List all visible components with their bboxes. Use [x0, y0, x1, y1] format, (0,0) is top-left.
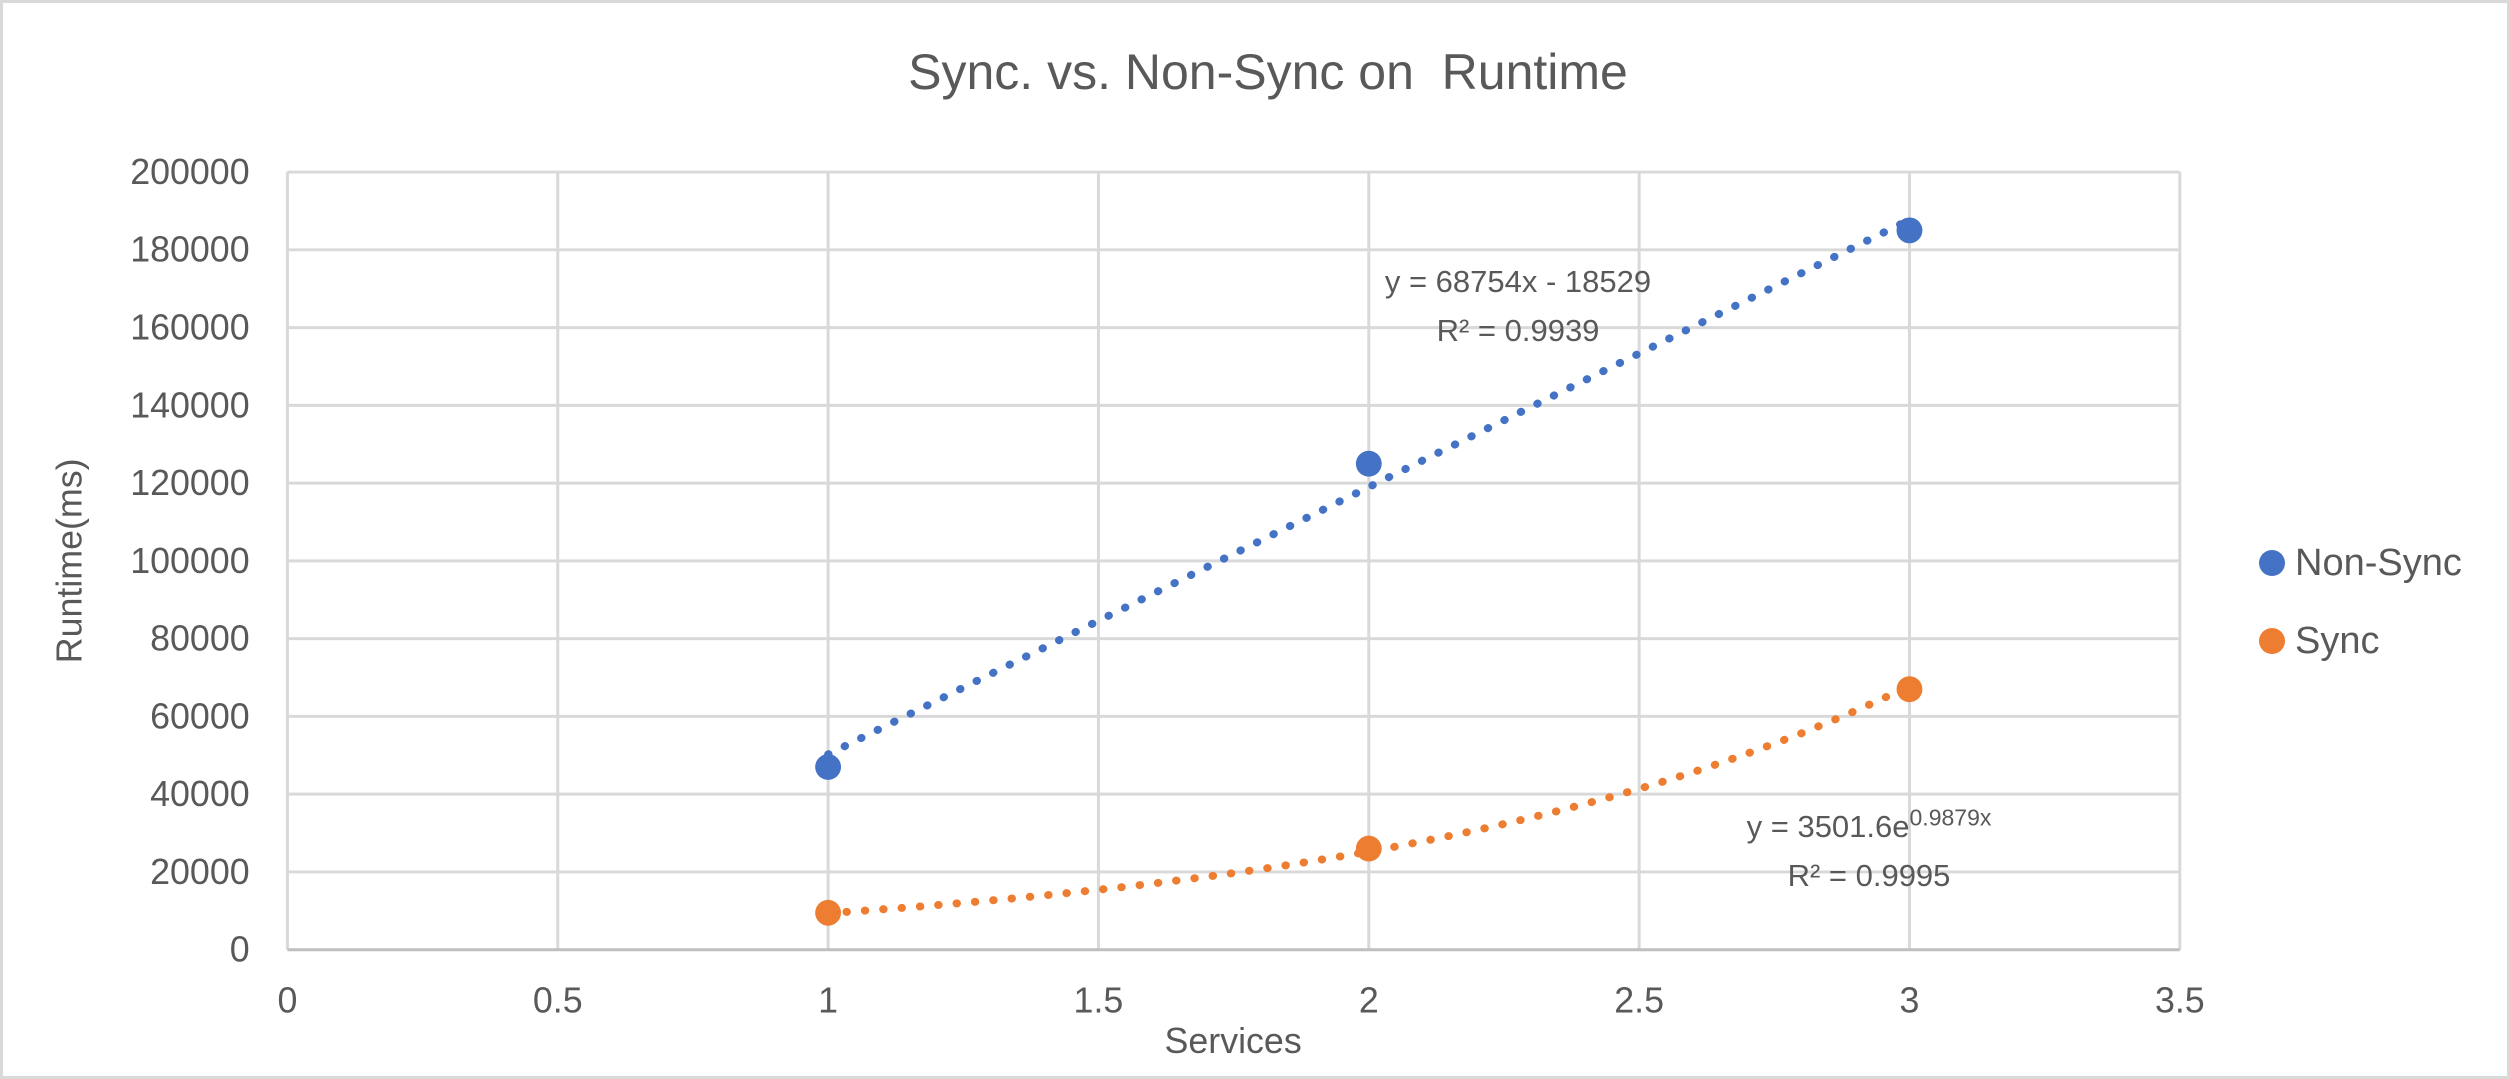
y-tick-label: 120000 [130, 463, 249, 503]
x-tick-label: 3 [1900, 980, 1920, 1020]
y-tick-label: 160000 [130, 308, 249, 348]
x-tick-label: 0 [277, 980, 297, 1020]
data-point-sync[interactable] [815, 899, 842, 926]
data-point-non-sync[interactable] [1355, 450, 1382, 477]
data-point-non-sync[interactable] [815, 754, 842, 780]
x-axis-title: Services [1165, 1021, 1302, 1061]
trendline-r2-nonsync: R² = 0.9939 [1436, 313, 1600, 348]
x-tick-label: 1 [818, 980, 838, 1020]
x-tick-label: 1.5 [1074, 980, 1124, 1020]
x-tick-label: 2 [1359, 980, 1379, 1020]
legend: Non-Sync Sync [2259, 537, 2462, 667]
trendline-r2-sync: R² = 0.9995 [1787, 858, 1951, 893]
legend-label-nonsync: Non-Sync [2295, 542, 2462, 584]
y-tick-label: 0 [230, 930, 250, 970]
y-tick-label: 80000 [150, 619, 250, 659]
legend-item-sync[interactable]: Sync [2259, 615, 2462, 667]
y-axis-title: Runtime(ms) [50, 458, 90, 663]
legend-marker-nonsync [2259, 550, 2285, 576]
y-tick-label: 40000 [150, 774, 250, 814]
y-tick-label: 60000 [150, 696, 250, 736]
trendline-equation-nonsync: y = 68754x - 18529 [1384, 264, 1652, 299]
x-tick-label: 2.5 [1614, 980, 1664, 1020]
x-tick-label: 0.5 [533, 980, 583, 1020]
trendline-non-sync [824, 215, 1914, 759]
trendline-label-sync: y = 3501.6e0.9879x R² = 0.9995 [1747, 802, 1992, 900]
y-tick-label: 140000 [130, 385, 249, 425]
legend-label-sync: Sync [2295, 620, 2380, 662]
equation-exponent: 0.9879x [1909, 804, 1992, 831]
legend-marker-sync [2259, 628, 2285, 654]
data-point-sync[interactable] [1896, 676, 1923, 703]
chart-title: Sync. vs. Non-Sync on Runtime [908, 44, 1628, 100]
y-tick-label: 20000 [150, 852, 250, 892]
trendline-label-nonsync: y = 68754x - 18529 R² = 0.9939 [1385, 257, 1651, 355]
trendline-sync [824, 682, 1914, 918]
data-point-sync[interactable] [1355, 835, 1382, 862]
y-tick-label: 200000 [130, 152, 249, 192]
legend-item-nonsync[interactable]: Non-Sync [2259, 537, 2462, 589]
trendline-equation-sync: y = 3501.6e0.9879x [1747, 802, 1992, 851]
plot-area: 0 20000 40000 60000 80000 100000 120000 140000 1… [50, 152, 2205, 1061]
x-tick-label: 3.5 [2155, 980, 2205, 1020]
data-point-non-sync[interactable] [1896, 217, 1923, 244]
equation-base: y = 3501.6e [1746, 809, 1910, 844]
y-tick-label: 180000 [130, 230, 249, 270]
y-tick-label: 100000 [130, 541, 249, 581]
